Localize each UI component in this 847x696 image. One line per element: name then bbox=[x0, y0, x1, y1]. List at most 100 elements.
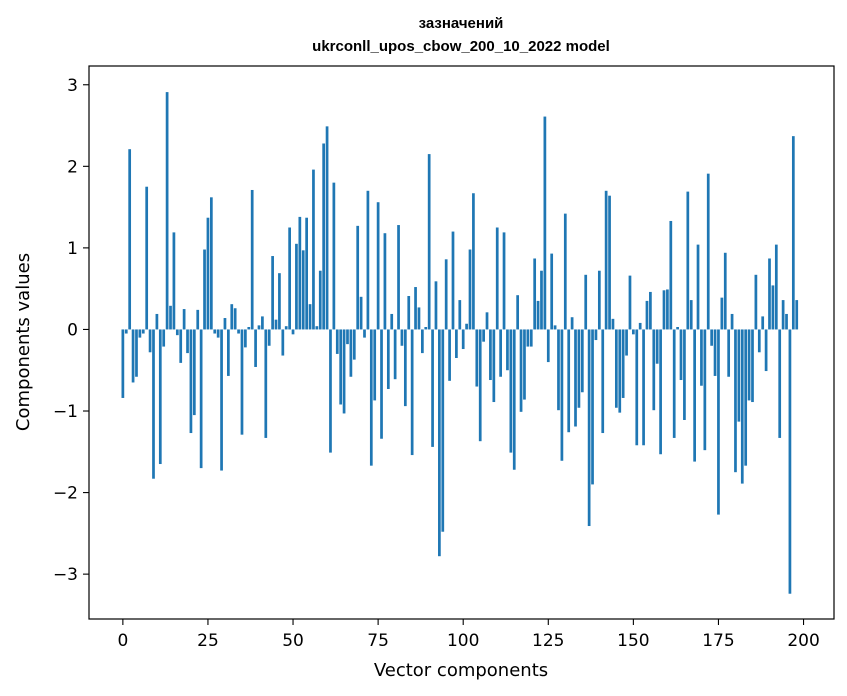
bar bbox=[580, 329, 584, 393]
bar bbox=[424, 327, 428, 330]
bar bbox=[546, 329, 550, 363]
plot-frame bbox=[88, 65, 835, 620]
bar bbox=[305, 217, 308, 330]
bar bbox=[380, 329, 383, 439]
bar bbox=[764, 329, 768, 372]
bar bbox=[570, 317, 574, 330]
bar bbox=[594, 329, 598, 341]
bar bbox=[318, 270, 322, 330]
bar bbox=[478, 329, 482, 442]
y-axis-label: Components values bbox=[13, 253, 34, 431]
y-tick-label: 0 bbox=[67, 320, 78, 340]
bar bbox=[291, 329, 295, 335]
bar bbox=[686, 191, 690, 330]
bar bbox=[196, 309, 200, 330]
bar bbox=[461, 329, 465, 350]
bar bbox=[451, 231, 455, 330]
bar bbox=[550, 253, 554, 330]
bar bbox=[512, 329, 516, 470]
bar bbox=[557, 329, 560, 411]
bar bbox=[267, 329, 271, 346]
bar bbox=[444, 259, 448, 330]
bar bbox=[560, 329, 564, 461]
bar bbox=[533, 258, 537, 330]
bar bbox=[220, 329, 223, 471]
bar bbox=[540, 270, 543, 330]
bar bbox=[574, 329, 577, 427]
bar bbox=[567, 329, 571, 433]
bar bbox=[359, 296, 363, 330]
bar bbox=[689, 300, 693, 330]
bar bbox=[737, 329, 741, 422]
bar bbox=[257, 325, 261, 330]
bar bbox=[740, 329, 744, 484]
bar bbox=[124, 329, 128, 334]
bar bbox=[485, 312, 489, 330]
bar bbox=[349, 329, 353, 377]
bar bbox=[237, 329, 240, 334]
bar bbox=[468, 249, 472, 330]
bar bbox=[329, 329, 332, 453]
bar bbox=[383, 233, 387, 330]
bar bbox=[203, 249, 206, 330]
bar bbox=[679, 329, 683, 381]
chart-title-line-1: зазначений bbox=[419, 15, 504, 32]
x-tick-label: 0 bbox=[117, 631, 128, 651]
bar bbox=[332, 182, 336, 330]
bar bbox=[645, 300, 649, 330]
x-tick-label: 200 bbox=[787, 631, 819, 651]
bar bbox=[128, 149, 132, 330]
bar bbox=[774, 244, 778, 330]
bar bbox=[611, 318, 615, 330]
bar bbox=[652, 329, 656, 411]
bar bbox=[312, 169, 315, 330]
bar bbox=[781, 300, 785, 330]
bar bbox=[138, 329, 142, 338]
bar bbox=[628, 275, 632, 330]
bar bbox=[421, 329, 424, 354]
bar bbox=[172, 232, 176, 330]
bar bbox=[455, 329, 458, 358]
bar bbox=[274, 319, 278, 330]
bar bbox=[227, 329, 230, 376]
bar bbox=[186, 329, 189, 354]
bar bbox=[720, 297, 724, 330]
x-tick-label: 150 bbox=[617, 631, 649, 651]
bar bbox=[301, 250, 305, 330]
bar bbox=[795, 300, 799, 330]
bar bbox=[635, 329, 639, 446]
bar bbox=[179, 329, 183, 363]
bar bbox=[734, 329, 737, 473]
bar bbox=[410, 329, 414, 456]
bar bbox=[495, 227, 499, 330]
x-tick-label: 25 bbox=[197, 631, 219, 651]
bar bbox=[655, 329, 659, 364]
bar bbox=[271, 256, 274, 330]
bar bbox=[662, 290, 666, 330]
bar bbox=[672, 329, 676, 438]
y-tick-label: 1 bbox=[67, 239, 78, 259]
bar bbox=[448, 329, 451, 381]
bar bbox=[342, 329, 346, 414]
bar bbox=[768, 258, 771, 330]
bar bbox=[621, 329, 625, 398]
bar bbox=[601, 329, 605, 434]
bar bbox=[240, 329, 244, 435]
bar bbox=[366, 190, 370, 330]
bar bbox=[233, 308, 237, 330]
bar bbox=[523, 329, 526, 400]
y-axis-ticks: −3 −2 −1 0 1 2 3 bbox=[53, 76, 89, 585]
bar bbox=[386, 329, 390, 389]
bar bbox=[536, 300, 540, 330]
bar bbox=[438, 329, 441, 557]
bar bbox=[502, 232, 506, 330]
bar bbox=[417, 307, 421, 330]
bar bbox=[407, 296, 411, 330]
bar bbox=[141, 329, 145, 334]
bar bbox=[754, 274, 758, 330]
x-tick-label: 100 bbox=[447, 631, 479, 651]
bar bbox=[247, 327, 251, 330]
bar bbox=[315, 326, 319, 330]
bar bbox=[356, 225, 360, 330]
